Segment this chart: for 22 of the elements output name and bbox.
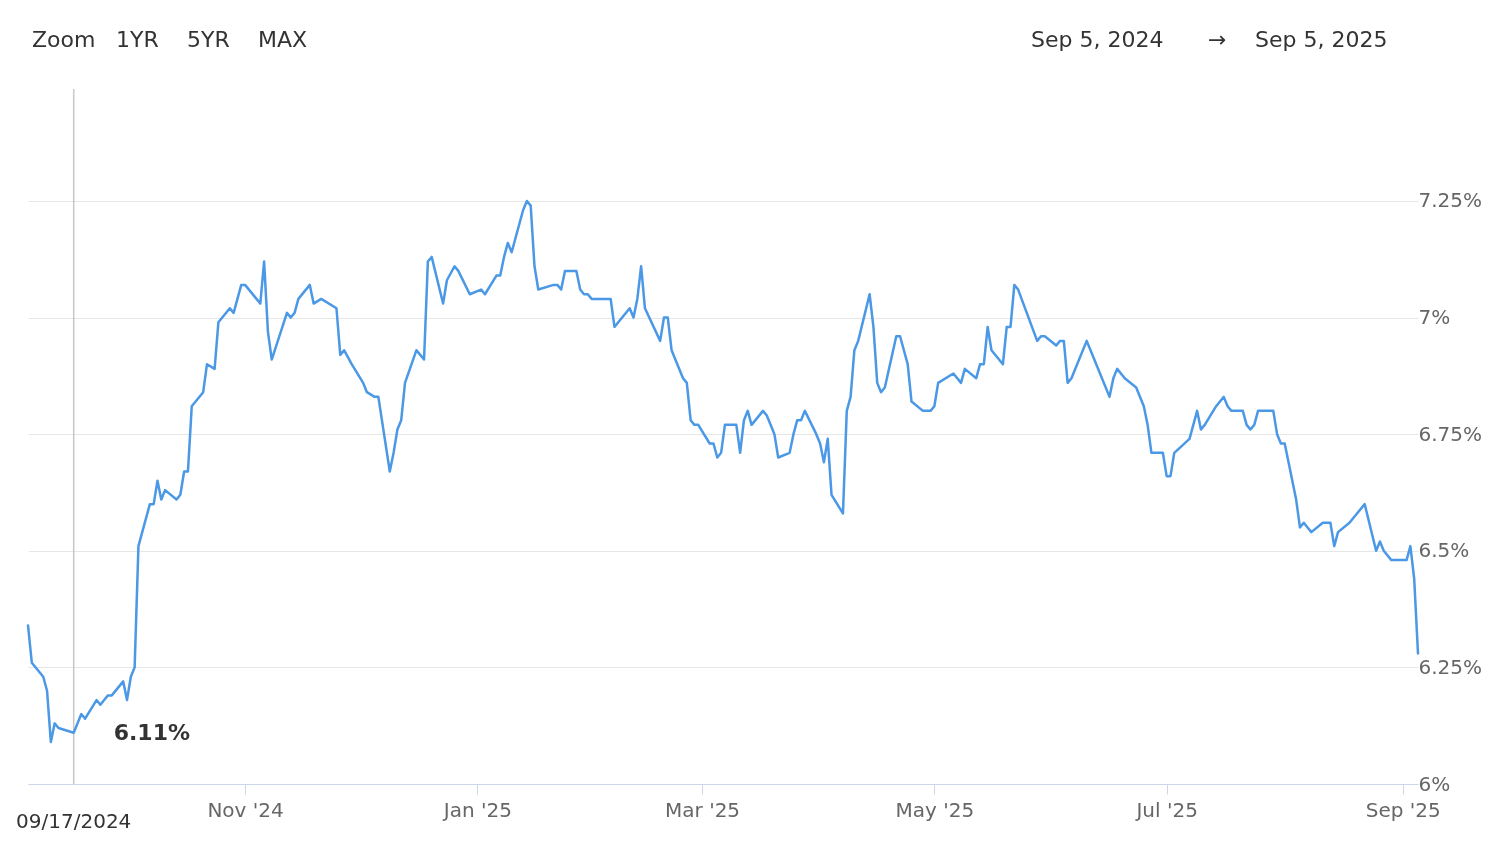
y-tick-label: 7.25%	[1418, 188, 1483, 213]
x-tick-label: May '25	[895, 797, 975, 822]
x-tick-label: Jul '25	[1134, 797, 1198, 822]
line-series	[26, 199, 1420, 744]
text: Sep 5, 2024	[1031, 27, 1164, 52]
y-tick-label: 6.5%	[1418, 538, 1470, 563]
y-tick-label: 7%	[1418, 305, 1451, 330]
text: 5YR	[187, 27, 230, 52]
x-tick-label: Mar '25	[665, 797, 741, 822]
text: MAX	[258, 27, 308, 52]
x-tick-label: Nov '24	[207, 797, 284, 822]
y-tick-label: 6.75%	[1418, 421, 1483, 446]
text: →	[1208, 27, 1227, 52]
x-tick-label: Sep '25	[1365, 797, 1441, 822]
annotation: 6.11%	[113, 719, 191, 745]
text: 1YR	[116, 27, 159, 52]
text: Sep 5, 2025	[1255, 27, 1388, 52]
y-tick-label: 6%	[1418, 771, 1451, 796]
y-tick-label: 6.25%	[1418, 654, 1483, 679]
ref-line-label: 09/17/2024	[16, 809, 132, 833]
x-tick-label: Jan '25	[441, 797, 512, 822]
text: Zoom	[32, 27, 96, 52]
